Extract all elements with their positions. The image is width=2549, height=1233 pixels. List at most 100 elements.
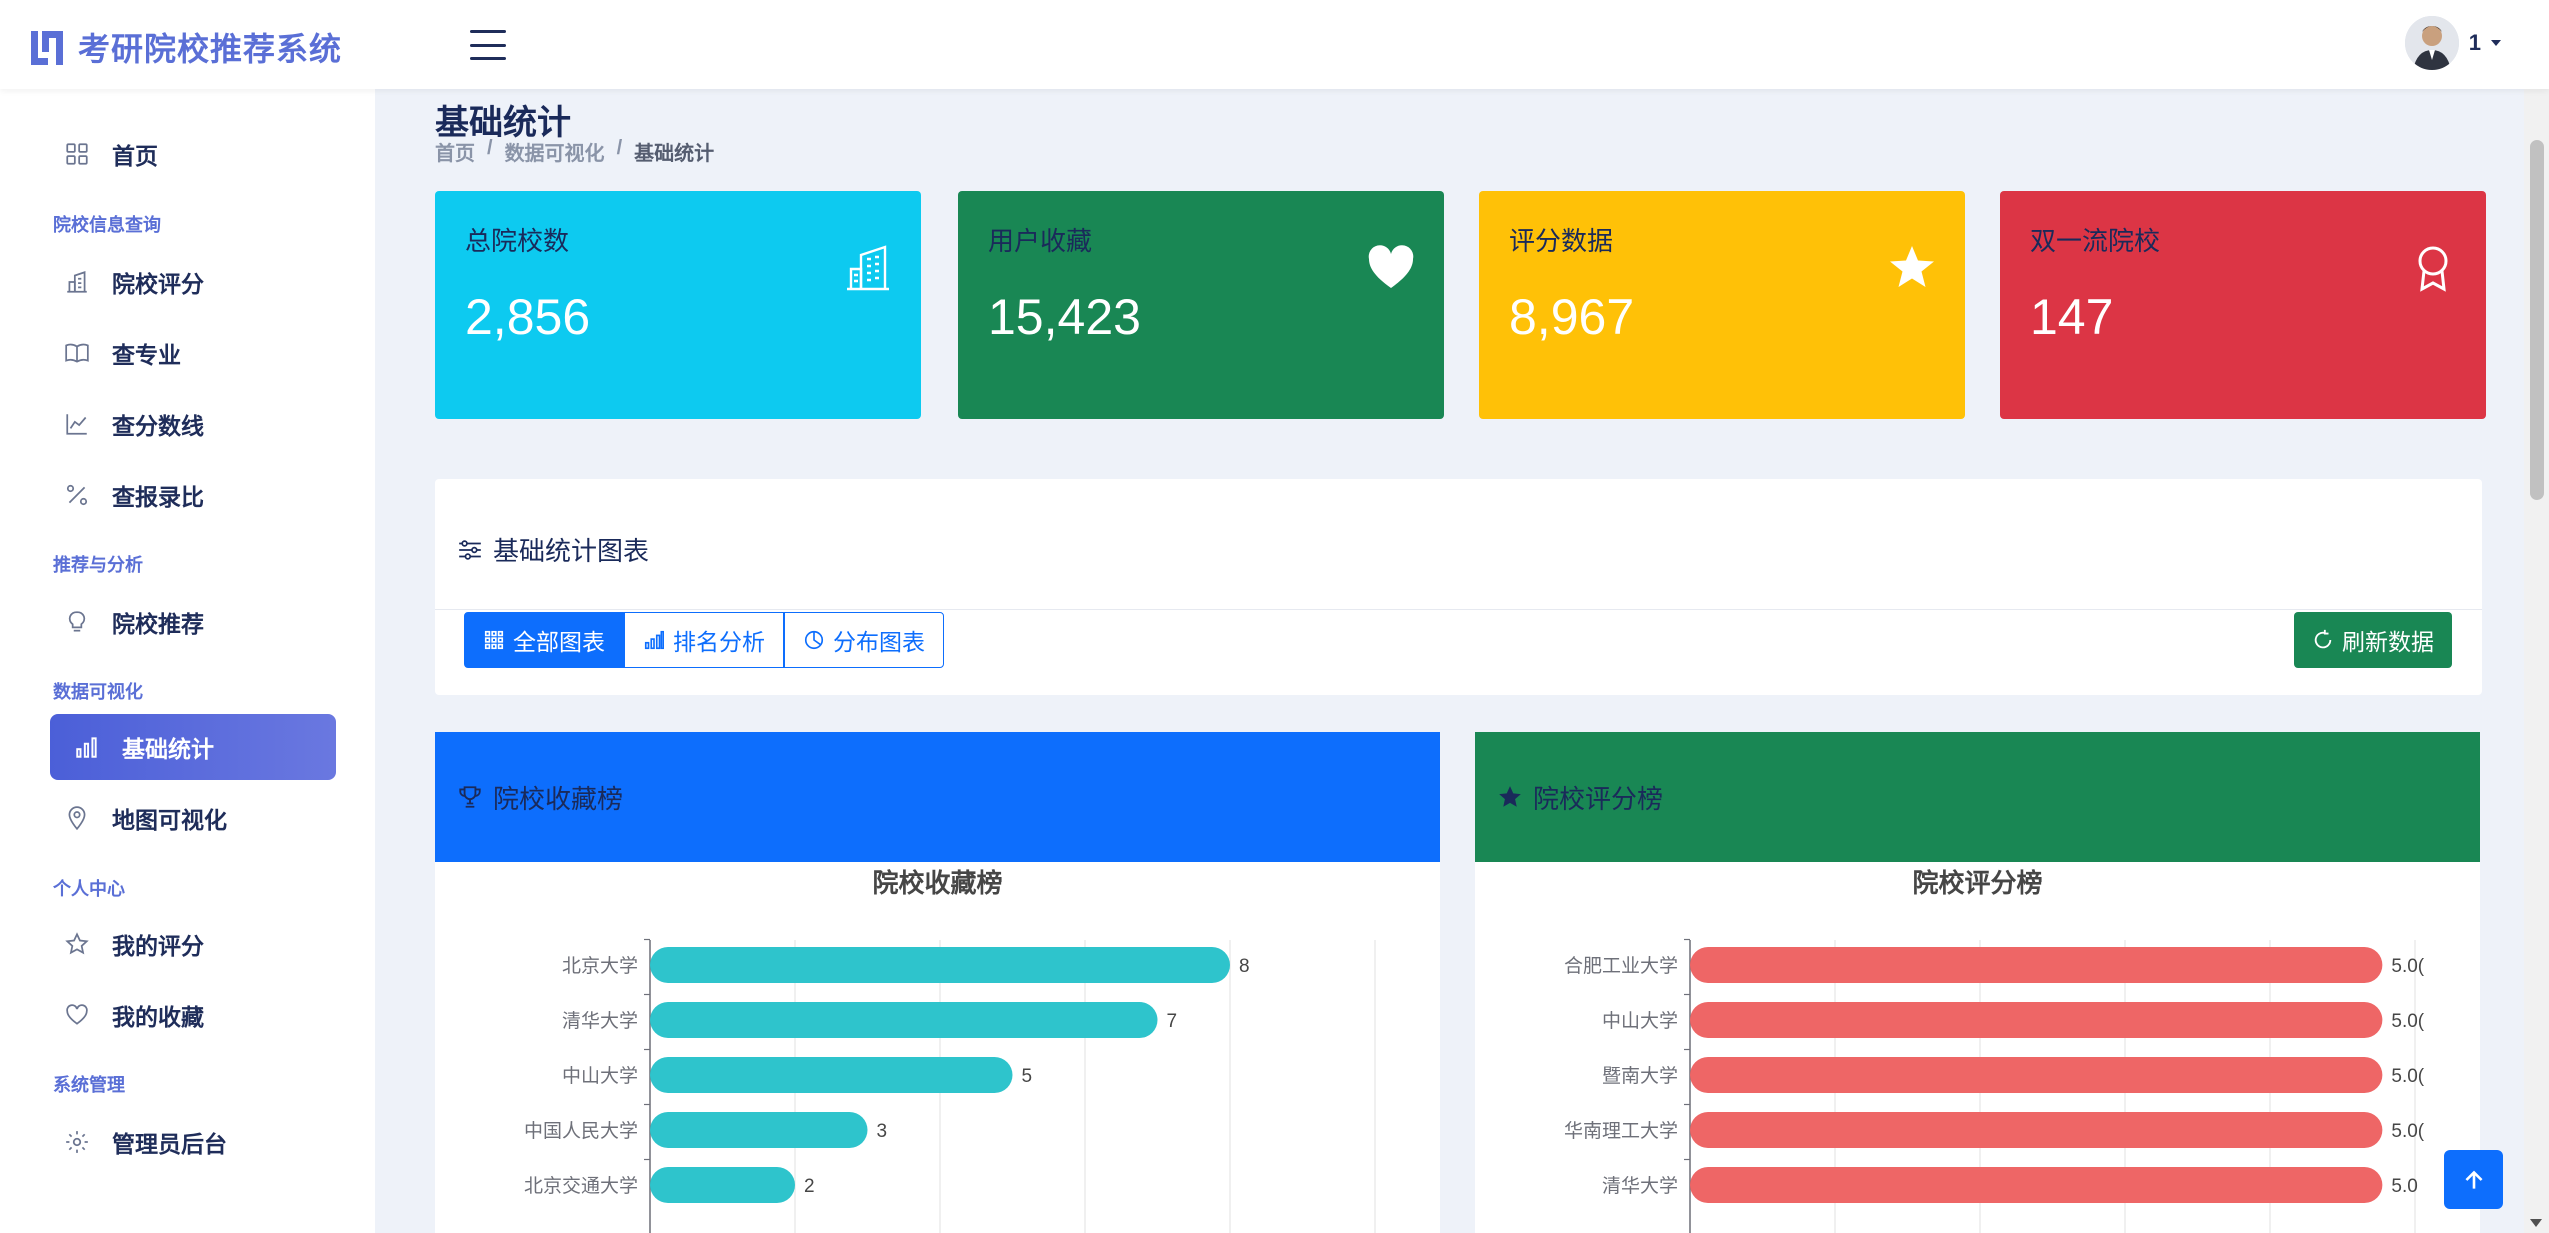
sliders-icon <box>459 539 481 560</box>
scroll-thumb[interactable] <box>2530 140 2544 500</box>
sidebar-item-label: 我的评分 <box>112 933 204 959</box>
bar <box>1690 1002 2383 1038</box>
section-label-recommend: 推荐与分析 <box>53 555 143 575</box>
sidebar-item-school-rating[interactable]: 院校评分 <box>50 249 336 315</box>
map-pin-icon <box>68 806 86 831</box>
all-charts-button[interactable]: 全部图表 <box>464 612 624 668</box>
sidebar-item-recommend[interactable]: 院校推荐 <box>50 589 336 655</box>
main-content: 基础统计 首页 / 数据可视化 / 基础统计 总院校数 2,856 用户收藏 1… <box>375 89 2524 1233</box>
bar <box>1690 947 2383 983</box>
sidebar-item-home[interactable]: 首页 <box>50 121 336 187</box>
avatar[interactable] <box>2404 16 2459 70</box>
button-label: 排名分析 <box>673 629 765 655</box>
data-label: 5.0( <box>2391 1121 2424 1142</box>
breadcrumb: 首页 / 数据可视化 / 基础统计 <box>435 137 714 166</box>
data-label: 5.0( <box>2391 1066 2424 1087</box>
stat-value: 147 <box>2030 289 2114 345</box>
favorites-ranking-card: 院校收藏榜 院校收藏榜 北京大学 8 清华大学 7 中山大学 5 中国人民大学 3 北京交通大学 2 <box>435 732 1440 1233</box>
button-label: 分布图表 <box>833 629 925 655</box>
sidebar-item-admission-ratio[interactable]: 查报录比 <box>50 462 336 528</box>
stat-label: 用户收藏 <box>988 226 1093 256</box>
sidebar: 首页 院校信息查询 院校评分 查专业 查分数线 查报录比 推荐与分析 院校推荐 … <box>0 89 375 1233</box>
grid-icon <box>66 143 88 165</box>
section-label-query: 院校信息查询 <box>53 215 161 235</box>
gear-icon <box>66 1131 88 1153</box>
menu-toggle-icon[interactable] <box>470 30 506 60</box>
award-icon <box>2418 246 2448 292</box>
star-icon <box>1890 246 1934 287</box>
building-icon <box>67 271 87 293</box>
ranking-analysis-button[interactable]: 排名分析 <box>624 612 784 668</box>
data-label: 5 <box>1022 1066 1033 1087</box>
card-header: 院校评分榜 <box>1475 732 2480 862</box>
user-name[interactable]: 1 <box>2468 30 2481 55</box>
bar <box>650 1057 1013 1093</box>
top-bar: 考研院校推荐系统 1 <box>0 0 2549 89</box>
breadcrumb-current: 基础统计 <box>634 143 715 165</box>
stat-card-ratings: 评分数据 8,967 <box>1479 191 1965 419</box>
scrollbar[interactable] <box>2524 0 2549 1233</box>
logo-icon <box>31 31 63 65</box>
stat-label: 总院校数 <box>465 226 570 256</box>
category-label: 北京大学 <box>562 955 638 977</box>
category-label: 中国人民大学 <box>524 1120 638 1142</box>
button-label: 全部图表 <box>513 629 605 655</box>
category-label: 清华大学 <box>562 1010 638 1032</box>
data-label: 3 <box>877 1121 888 1142</box>
grid-icon <box>484 630 504 650</box>
data-label: 5.0 <box>2391 1176 2417 1197</box>
brand[interactable]: 考研院校推荐系统 <box>28 24 342 70</box>
card-header: 院校收藏榜 <box>435 732 1440 862</box>
back-to-top-button[interactable] <box>2444 1150 2503 1209</box>
distribution-chart-button[interactable]: 分布图表 <box>784 612 944 668</box>
stat-label: 双一流院校 <box>2030 226 2161 256</box>
star-icon <box>1499 786 1521 807</box>
sidebar-item-label: 查分数线 <box>112 413 204 439</box>
data-label: 5.0( <box>2391 1011 2424 1032</box>
sidebar-item-label: 院校推荐 <box>112 611 204 637</box>
section-label-system: 系统管理 <box>53 1075 125 1095</box>
refresh-data-button[interactable]: 刷新数据 <box>2294 612 2452 668</box>
sidebar-item-label: 管理员后台 <box>112 1131 227 1157</box>
refresh-icon <box>2314 629 2332 649</box>
sidebar-item-admin[interactable]: 管理员后台 <box>50 1109 336 1175</box>
breadcrumb-home[interactable]: 首页 <box>435 143 475 165</box>
page-title: 基础统计 <box>435 104 571 142</box>
button-label: 刷新数据 <box>2342 629 2434 655</box>
sidebar-item-major[interactable]: 查专业 <box>50 320 336 386</box>
sidebar-item-map[interactable]: 地图可视化 <box>50 785 336 851</box>
app-title: 考研院校推荐系统 <box>78 31 343 67</box>
pie-chart-icon <box>804 630 824 650</box>
divider <box>435 609 2482 610</box>
sidebar-item-basic-stats[interactable]: 基础统计 <box>50 714 336 780</box>
scroll-down-icon[interactable] <box>2530 1219 2542 1227</box>
sidebar-item-label: 院校评分 <box>112 271 204 297</box>
bar <box>1690 1112 2383 1148</box>
bar <box>650 1002 1158 1038</box>
bar <box>1690 1167 2383 1203</box>
breadcrumb-separator: / <box>616 137 623 159</box>
chevron-down-icon[interactable] <box>2491 40 2501 46</box>
bar-chart-icon <box>76 737 97 758</box>
line-chart-icon <box>66 414 87 435</box>
sidebar-item-score-line[interactable]: 查分数线 <box>50 391 336 457</box>
lightbulb-icon <box>68 611 86 632</box>
user-menu[interactable]: 1 <box>2404 16 2501 70</box>
section-label-personal: 个人中心 <box>53 879 125 899</box>
sidebar-item-my-ratings[interactable]: 我的评分 <box>50 911 336 977</box>
arrow-up-icon <box>2464 1170 2483 1189</box>
stat-card-double-first-class: 双一流院校 147 <box>2000 191 2486 419</box>
chart-panel: 基础统计图表 全部图表 排名分析 分布图表 刷新数据 <box>435 479 2482 695</box>
sidebar-item-label: 查专业 <box>112 342 181 368</box>
breadcrumb-separator: / <box>487 137 493 159</box>
ratings-ranking-card: 院校评分榜 院校评分榜 合肥工业大学 5.0(中山大学 5.0(暨南大学 5.0(华南理… <box>1475 732 2480 1233</box>
star-icon <box>65 932 89 955</box>
sidebar-item-my-favorites[interactable]: 我的收藏 <box>50 982 336 1048</box>
breadcrumb-visualization[interactable]: 数据可视化 <box>504 143 605 165</box>
chart-panel-title-text: 基础统计图表 <box>493 536 650 566</box>
section-label-visualization: 数据可视化 <box>53 682 143 702</box>
stat-card-total-schools: 总院校数 2,856 <box>435 191 921 419</box>
bar <box>650 1167 795 1203</box>
